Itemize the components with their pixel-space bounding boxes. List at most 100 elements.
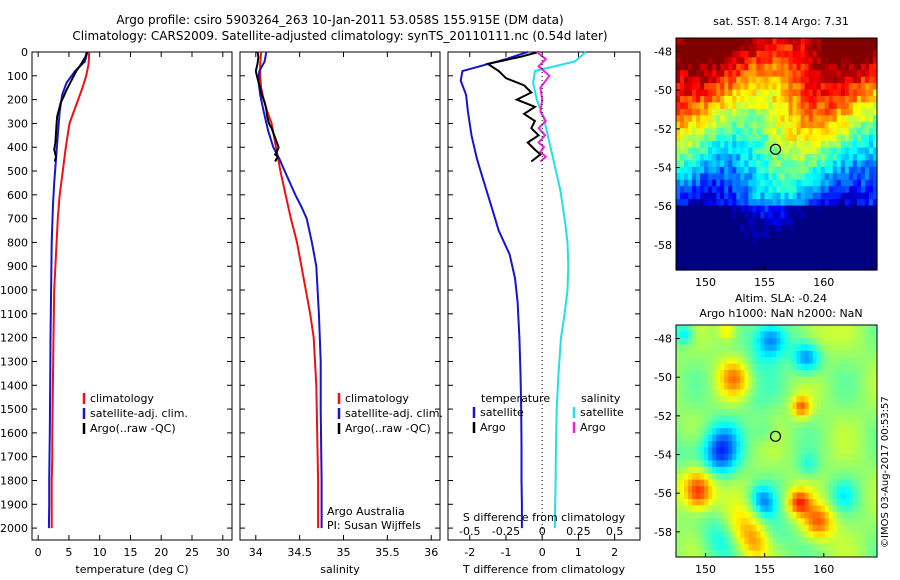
depth-tick-label: 300	[7, 117, 28, 130]
depth-tick-label: 700	[7, 213, 28, 226]
temperature-series-line	[47, 51, 89, 529]
temperature-series-line	[50, 51, 91, 529]
temperature-xtick-label: 5	[65, 546, 72, 559]
depth-tick-label: 1600	[0, 427, 28, 440]
depth-tick-label: 1000	[0, 284, 28, 297]
difference-xlabel: T difference from climatology	[462, 563, 625, 576]
salinity-legend-label: Argo(..raw -QC)	[345, 422, 431, 435]
salinity-annotation: Argo Australia	[327, 505, 405, 518]
temperature-series-line	[53, 51, 88, 162]
sst_map-ytick-label: -58	[654, 239, 672, 252]
depth-tick-label: 1500	[0, 403, 28, 416]
sla_map-float-marker	[769, 430, 782, 442]
sla_map-ytick-label: -54	[654, 449, 672, 462]
depth-tick-label: 900	[7, 260, 28, 273]
sst_map-ytick-label: -50	[654, 84, 672, 97]
difference-xlabel-top: S difference from climatology	[463, 511, 626, 524]
salinity-xtick-label: 34	[249, 546, 263, 559]
difference-s-tick-label: 0	[539, 525, 546, 538]
sst_map-ytick-label: -54	[654, 162, 672, 175]
salinity-legend-label: climatology	[345, 392, 409, 405]
temperature-legend-label: climatology	[90, 392, 154, 405]
depth-tick-label: 0	[21, 46, 28, 59]
sla_map-field	[676, 325, 878, 558]
sla-map-title-line1: Altim. SLA: -0.24	[734, 292, 828, 305]
difference-s-legend-label: satellite	[580, 406, 624, 419]
sst_map-xtick-label: 155	[754, 276, 775, 289]
salinity-xtick-label: 34.5	[287, 546, 312, 559]
sst_map-xtick-label: 150	[695, 276, 716, 289]
salinity-frame	[239, 51, 441, 541]
difference-xtick-label: 0	[539, 546, 546, 559]
salinity-xtick-label: 35	[337, 546, 351, 559]
sla-map-title-line2: Argo h1000: NaN h2000: NaN	[699, 307, 863, 320]
sst-map-title: sat. SST: 8.14 Argo: 7.31	[713, 15, 849, 28]
temperature-xtick-label: 10	[93, 546, 107, 559]
sst_map-ytick-label: -56	[654, 200, 672, 213]
difference-series-line	[532, 51, 587, 529]
temperature-xlabel: temperature (deg C)	[75, 563, 188, 576]
sst_map-xtick-label: 160	[813, 276, 834, 289]
salinity-annotation: PI: Susan Wijffels	[327, 519, 421, 532]
temperature-xtick-label: 20	[154, 546, 168, 559]
salinity-legend-label: satellite-adj. clim.	[345, 407, 443, 420]
difference-frame	[447, 51, 641, 541]
difference-t-legend-label: satellite	[480, 406, 524, 419]
salinity-xtick-label: 35.5	[375, 546, 400, 559]
difference-series-line	[485, 51, 542, 163]
temperature-frame	[31, 51, 233, 541]
temperature-xtick-label: 0	[35, 546, 42, 559]
imos-timestamp: ©IMOS 03-Aug-2017 00:53:57	[880, 396, 891, 548]
depth-tick-label: 1700	[0, 451, 28, 464]
depth-tick-label: 800	[7, 236, 28, 249]
difference-s-tick-label: 0.25	[566, 525, 591, 538]
depth-tick-label: 200	[7, 94, 28, 107]
difference-series-line	[459, 51, 529, 529]
temperature-legend-label: satellite-adj. clim.	[90, 407, 188, 420]
sla_map-xtick-label: 155	[754, 563, 775, 576]
difference-xtick-label: 2	[611, 546, 618, 559]
depth-tick-label: 1300	[0, 355, 28, 368]
sst_map-field	[676, 38, 878, 271]
depth-tick-label: 1100	[0, 308, 28, 321]
salinity-xlabel: salinity	[320, 563, 360, 576]
sst_map-ytick-label: -52	[654, 123, 672, 136]
temperature-xtick-label: 25	[185, 546, 199, 559]
sst_map-ytick-label: -48	[654, 46, 672, 59]
difference-t-legend-label: Argo	[480, 421, 506, 434]
figure-title-line2: Climatology: CARS2009. Satellite-adjuste…	[72, 29, 608, 43]
sla_map-xtick-label: 160	[813, 563, 834, 576]
depth-tick-label: 400	[7, 141, 28, 154]
depth-tick-label: 1200	[0, 332, 28, 345]
depth-tick-label: 1400	[0, 379, 28, 392]
sla_map-ytick-label: -52	[654, 410, 672, 423]
salinity-xtick-label: 36	[424, 546, 438, 559]
difference-s-legend-label: Argo	[580, 421, 606, 434]
sla_map-ytick-label: -50	[654, 371, 672, 384]
difference-xtick-label: -2	[464, 546, 475, 559]
depth-tick-label: 500	[7, 165, 28, 178]
sla_map-frame	[675, 324, 878, 558]
figure-title-line1: Argo profile: csiro 5903264_263 10-Jan-2…	[116, 13, 564, 27]
difference-s-tick-label: -0.5	[459, 525, 480, 538]
sla_map-ytick-label: -48	[654, 333, 672, 346]
depth-tick-label: 100	[7, 70, 28, 83]
sla_map-ytick-label: -56	[654, 487, 672, 500]
sla_map-xtick-label: 150	[695, 563, 716, 576]
temperature-legend-label: Argo(..raw -QC)	[90, 422, 176, 435]
salinity-series-line	[254, 51, 280, 162]
difference-xtick-label: 1	[575, 546, 582, 559]
depth-tick-label: 600	[7, 189, 28, 202]
temperature-xtick-label: 30	[216, 546, 230, 559]
sst_map-frame	[675, 37, 878, 271]
depth-tick-label: 2000	[0, 522, 28, 535]
depth-tick-label: 1800	[0, 474, 28, 487]
sla_map-ytick-label: -58	[654, 526, 672, 539]
difference-s-tick-label: -0.25	[492, 525, 520, 538]
difference-xtick-label: -1	[500, 546, 511, 559]
difference-s-tick-label: 0.5	[606, 525, 624, 538]
difference-legend-header: temperature	[481, 392, 550, 405]
depth-tick-label: 1900	[0, 498, 28, 511]
difference-series-line	[536, 51, 551, 163]
